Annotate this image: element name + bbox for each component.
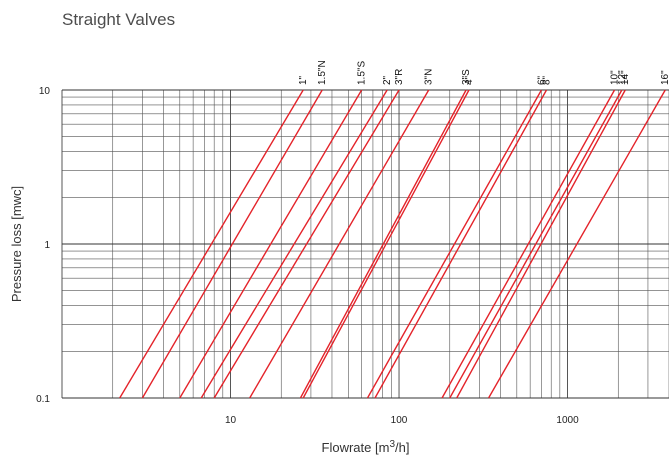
y-axis-label: Pressure loss [mwc]: [9, 186, 24, 302]
size-label: 12": [617, 70, 628, 85]
size-label: 10": [610, 70, 621, 85]
series-line: [179, 89, 363, 399]
series-line: [249, 89, 430, 399]
x-tick-label: 10: [225, 415, 237, 426]
x-tick-label: 1000: [556, 415, 579, 426]
series-line: [200, 89, 388, 399]
series-line: [456, 89, 626, 399]
size-label: 1.5"N: [317, 60, 328, 85]
size-label: 4": [464, 75, 475, 85]
page-title: Straight Valves: [62, 10, 176, 29]
size-label: 2": [382, 75, 393, 85]
size-label: 1.5"S: [357, 61, 368, 85]
size-label: 8": [541, 75, 552, 85]
series-line: [141, 89, 323, 399]
series-line: [441, 89, 616, 399]
size-label: 3"S: [461, 69, 472, 85]
y-tick-label: 1: [44, 240, 50, 251]
y-tick-labels: 0.1 1 10: [36, 86, 50, 405]
x-tick-labels: 10 100 1000: [225, 415, 579, 426]
size-label: 14": [620, 70, 631, 85]
x-tick-label: 100: [391, 415, 408, 426]
size-label: 3"R: [394, 69, 405, 85]
y-tick-label: 10: [39, 86, 51, 97]
series-lines: [119, 89, 666, 399]
series-line: [302, 89, 470, 399]
size-label: 16": [660, 70, 669, 85]
x-axis-label: Flowrate [m3/h]: [322, 439, 410, 455]
series-line: [299, 89, 467, 399]
series-line: [213, 89, 400, 399]
series-line: [374, 89, 548, 399]
size-labels: 1" 1.5"N 1.5"S 2" 3"R 3"N 3"S4" 6"8" 10"12"14" 16…: [298, 60, 669, 85]
size-label: 3"N: [424, 69, 435, 85]
series-line: [119, 89, 304, 399]
series-line: [449, 89, 623, 399]
series-line: [366, 89, 543, 399]
size-label: 1": [298, 75, 309, 85]
y-tick-label: 0.1: [36, 394, 50, 405]
size-label: 6": [536, 75, 547, 85]
series-line: [487, 89, 666, 399]
